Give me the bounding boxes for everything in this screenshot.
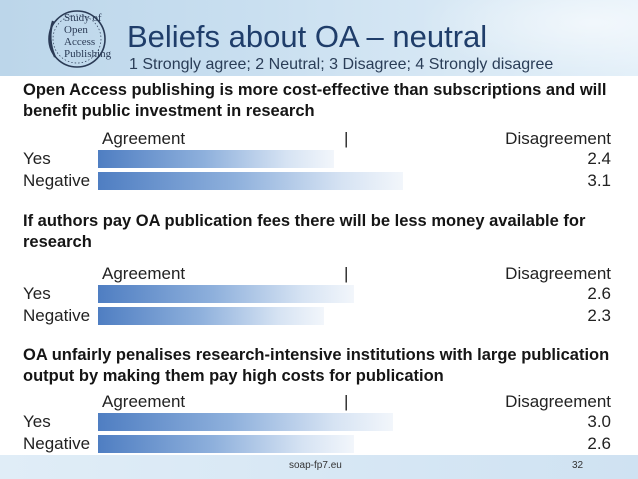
bar-yes [98, 413, 393, 431]
header-sheen [418, 0, 638, 76]
logo-line: Open [64, 24, 88, 36]
slide-footer: soap-fp7.eu 32 [0, 455, 638, 479]
scale-header: Agreement | Disagreement [0, 392, 638, 411]
bar-label-yes: Yes [23, 284, 51, 303]
slide-title: Beliefs about OA – neutral [127, 19, 488, 54]
bar-label-negative: Negative [23, 434, 91, 453]
bar-row-yes: Yes 2.4 [0, 149, 638, 169]
slide-subtitle: 1 Strongly agree; 2 Neutral; 3 Disagree;… [129, 56, 554, 73]
bar-label-negative: Negative [23, 306, 91, 325]
bar-value-yes: 2.6 [587, 284, 611, 303]
bar-label-yes: Yes [23, 412, 51, 431]
scale-separator: | [344, 392, 349, 411]
agreement-label: Agreement [102, 264, 186, 283]
disagreement-label: Disagreement [505, 129, 611, 148]
logo-line: Study of [64, 12, 102, 24]
page-number: 32 [572, 460, 584, 471]
bar-label-yes: Yes [23, 149, 51, 168]
bar-yes [98, 285, 354, 303]
bar-negative [98, 307, 324, 325]
bar-value-negative: 2.3 [587, 306, 611, 325]
logo-line: Publishing [64, 48, 112, 60]
bar-negative [98, 435, 354, 453]
scale-separator: | [344, 264, 349, 283]
bar-negative [98, 172, 403, 190]
bar-value-yes: 2.4 [587, 149, 611, 168]
disagreement-label: Disagreement [505, 264, 611, 283]
bar-value-negative: 2.6 [587, 434, 611, 453]
bar-row-negative: Negative 3.1 [0, 171, 638, 191]
bar-row-yes: Yes 3.0 [0, 412, 638, 432]
footer-url: soap-fp7.eu [289, 460, 342, 471]
question-1-text: Open Access publishing is more cost-effe… [23, 81, 607, 120]
question-3-text: OA unfairly penalises research-intensive… [23, 346, 610, 385]
logo-line: Access [64, 36, 96, 48]
logo-text: Study of Open Access Publishing [64, 12, 124, 60]
scale-header: Agreement | Disagreement [0, 264, 638, 283]
agreement-label: Agreement [102, 129, 186, 148]
scale-header: Agreement | Disagreement [0, 129, 638, 148]
question-2-text: If authors pay OA publication fees there… [23, 212, 586, 251]
bar-row-negative: Negative 2.6 [0, 434, 638, 454]
bar-row-negative: Negative 2.3 [0, 306, 638, 326]
slide-header: Study of Open Access Publishing Beliefs … [0, 0, 638, 76]
agreement-label: Agreement [102, 392, 186, 411]
scale-separator: | [344, 129, 349, 148]
bar-value-negative: 3.1 [587, 171, 611, 190]
bar-label-negative: Negative [23, 171, 91, 190]
bar-value-yes: 3.0 [587, 412, 611, 431]
soap-logo-icon [48, 10, 106, 68]
disagreement-label: Disagreement [505, 392, 611, 411]
bar-yes [98, 150, 334, 168]
bar-row-yes: Yes 2.6 [0, 284, 638, 304]
